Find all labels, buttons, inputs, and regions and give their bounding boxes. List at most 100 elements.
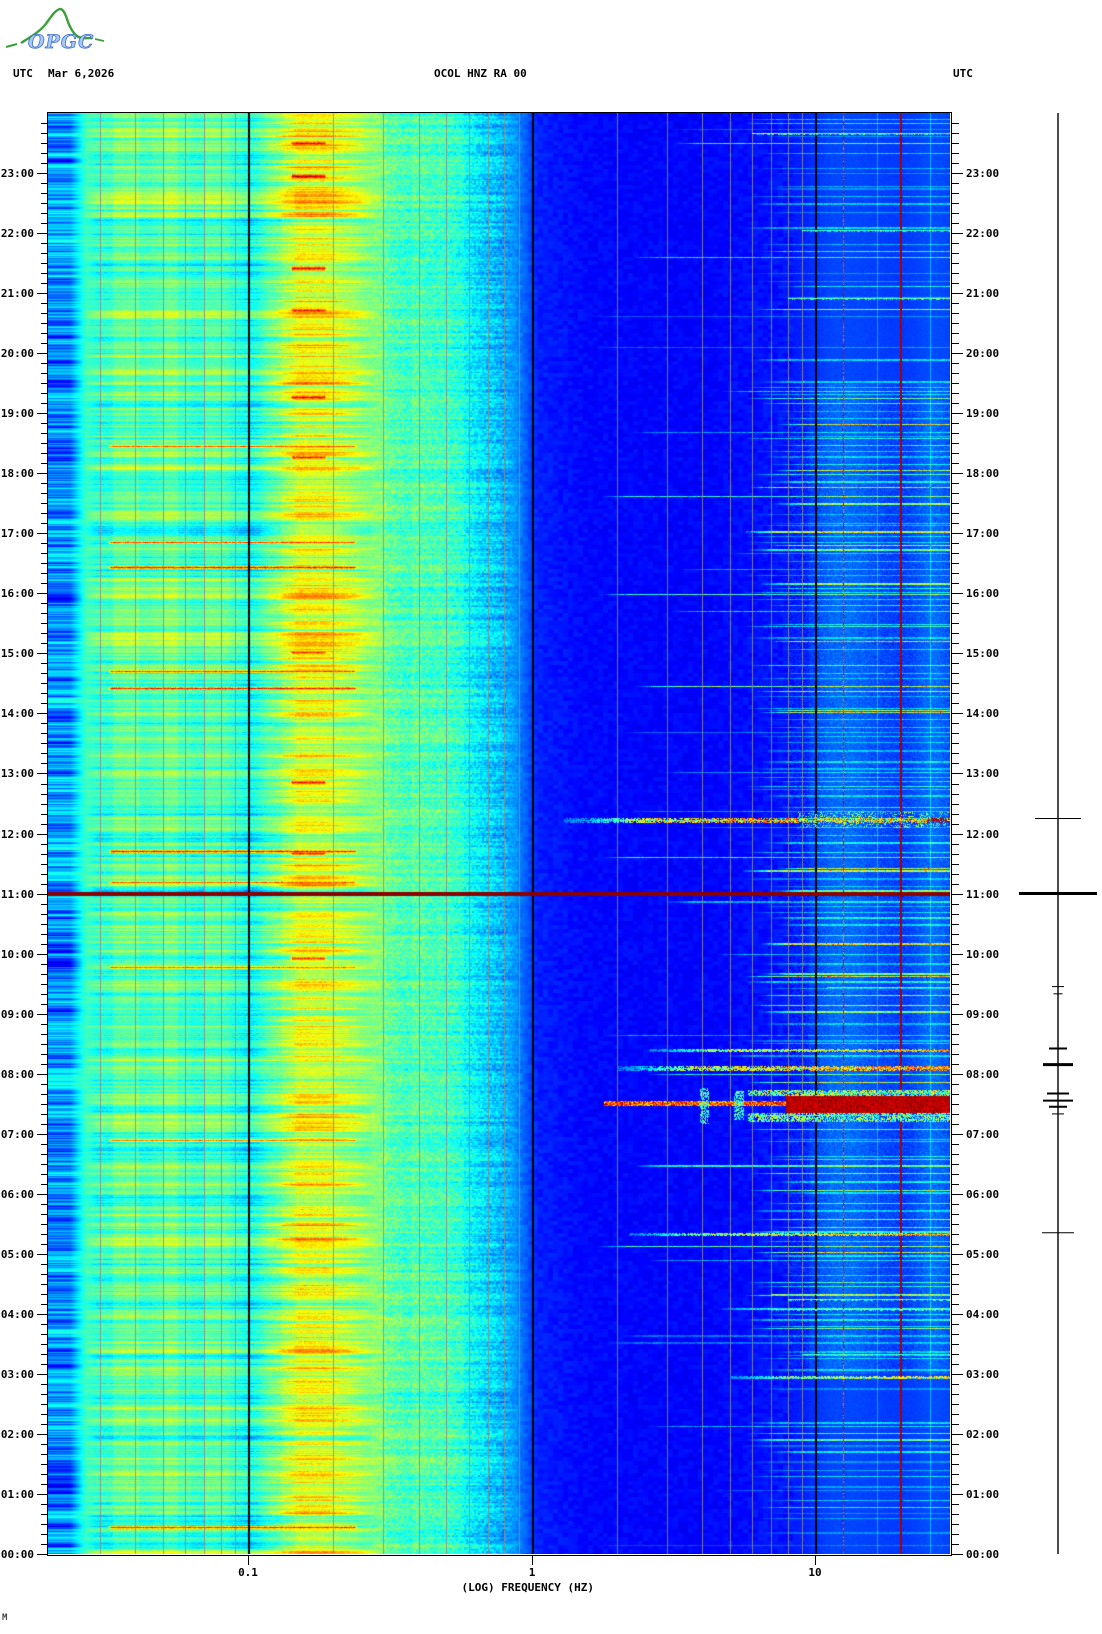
- time-tick-right-major: [951, 773, 963, 774]
- time-tick-right-minor: [951, 523, 959, 524]
- time-label-left: 17:00: [0, 527, 34, 540]
- time-label-left: 19:00: [0, 407, 34, 420]
- time-tick-left-minor: [41, 924, 48, 925]
- time-tick-left-minor: [41, 303, 48, 304]
- time-tick-left-minor: [41, 753, 48, 754]
- time-tick-right-minor: [951, 1514, 959, 1515]
- time-tick-right-minor: [951, 753, 959, 754]
- time-tick-right-minor: [951, 1454, 959, 1455]
- time-label-left: 12:00: [0, 828, 34, 841]
- time-tick-right-minor: [951, 1354, 959, 1355]
- time-tick-right-minor: [951, 964, 959, 965]
- time-tick-right-minor: [951, 703, 959, 704]
- time-tick-right-minor: [951, 814, 959, 815]
- time-tick-right-minor: [951, 463, 959, 464]
- time-tick-left-minor: [41, 1344, 48, 1345]
- time-tick-right-minor: [951, 904, 959, 905]
- time-tick-left-minor: [41, 794, 48, 795]
- time-tick-right-minor: [951, 1394, 959, 1395]
- time-tick-left-major: [37, 1374, 48, 1375]
- time-tick-left-minor: [41, 964, 48, 965]
- time-label-right: 02:00: [966, 1428, 1000, 1441]
- time-tick-left-major: [37, 473, 48, 474]
- time-tick-right-minor: [951, 243, 959, 244]
- time-tick-right-major: [951, 653, 963, 654]
- time-tick-left-minor: [41, 323, 48, 324]
- time-tick-left-minor: [41, 123, 48, 124]
- time-label-left: 21:00: [0, 287, 34, 300]
- time-tick-right-minor: [951, 1054, 959, 1055]
- time-tick-right-minor: [951, 333, 959, 334]
- time-tick-right-minor: [951, 944, 959, 945]
- time-tick-left-minor: [41, 643, 48, 644]
- time-tick-left-minor: [41, 1284, 48, 1285]
- time-tick-right-minor: [951, 1064, 959, 1065]
- logo-text: OPGC: [28, 31, 94, 53]
- time-label-right: 07:00: [966, 1128, 1000, 1141]
- time-tick-right-minor: [951, 303, 959, 304]
- time-label-right: 05:00: [966, 1248, 1000, 1261]
- time-tick-left-major: [37, 713, 48, 714]
- time-tick-right-minor: [951, 784, 959, 785]
- time-label-left: 20:00: [0, 347, 34, 360]
- time-tick-left-minor: [41, 1294, 48, 1295]
- time-tick-right-minor: [951, 1004, 959, 1005]
- time-tick-right-minor: [951, 1404, 959, 1405]
- time-tick-right-minor: [951, 343, 959, 344]
- time-tick-right-minor: [951, 1034, 959, 1035]
- time-tick-right-minor: [951, 403, 959, 404]
- time-tick-right-major: [951, 1494, 963, 1495]
- time-tick-right-minor: [951, 683, 959, 684]
- time-tick-right-minor: [951, 763, 959, 764]
- time-tick-left-minor: [41, 1304, 48, 1305]
- time-tick-right-major: [951, 1314, 963, 1315]
- time-tick-left-minor: [41, 854, 48, 855]
- time-tick-left-minor: [41, 1334, 48, 1335]
- time-tick-right-minor: [951, 1534, 959, 1535]
- time-tick-left-minor: [41, 443, 48, 444]
- time-tick-left-minor: [41, 503, 48, 504]
- time-label-left: 15:00: [0, 647, 34, 660]
- time-tick-left-minor: [41, 523, 48, 524]
- time-tick-right-minor: [951, 984, 959, 985]
- time-tick-left-major: [37, 173, 48, 174]
- time-tick-right-minor: [951, 1024, 959, 1025]
- time-tick-left-minor: [41, 633, 48, 634]
- time-tick-left-minor: [41, 1124, 48, 1125]
- time-tick-left-minor: [41, 844, 48, 845]
- time-tick-right-minor: [951, 1084, 959, 1085]
- time-tick-left-minor: [41, 663, 48, 664]
- time-tick-left-minor: [41, 1454, 48, 1455]
- time-tick-left-minor: [41, 263, 48, 264]
- time-tick-left-minor: [41, 1104, 48, 1105]
- time-tick-left-major: [37, 1254, 48, 1255]
- time-tick-right-major: [951, 173, 963, 174]
- time-tick-left-minor: [41, 743, 48, 744]
- time-tick-left-minor: [41, 543, 48, 544]
- time-tick-left-major: [37, 1194, 48, 1195]
- time-tick-right-minor: [951, 1214, 959, 1215]
- time-label-left: 09:00: [0, 1008, 34, 1021]
- time-tick-right-minor: [951, 854, 959, 855]
- time-tick-right-minor: [951, 553, 959, 554]
- time-label-right: 18:00: [966, 467, 1000, 480]
- time-tick-right-minor: [951, 633, 959, 634]
- time-tick-left-minor: [41, 1174, 48, 1175]
- time-tick-right-major: [951, 834, 963, 835]
- time-tick-left-minor: [41, 563, 48, 564]
- time-tick-right-minor: [951, 1224, 959, 1225]
- time-label-right: 03:00: [966, 1368, 1000, 1381]
- time-tick-right-minor: [951, 1094, 959, 1095]
- time-label-right: 06:00: [966, 1188, 1000, 1201]
- time-tick-right-major: [951, 1434, 963, 1435]
- time-tick-right-minor: [951, 1144, 959, 1145]
- time-tick-left-minor: [41, 273, 48, 274]
- time-tick-left-minor: [41, 1024, 48, 1025]
- time-tick-left-minor: [41, 1264, 48, 1265]
- time-tick-left-major: [37, 1434, 48, 1435]
- logo-mountain-dash: [5, 42, 18, 49]
- time-tick-right-minor: [951, 443, 959, 444]
- time-tick-left-major: [37, 954, 48, 955]
- time-tick-left-minor: [41, 183, 48, 184]
